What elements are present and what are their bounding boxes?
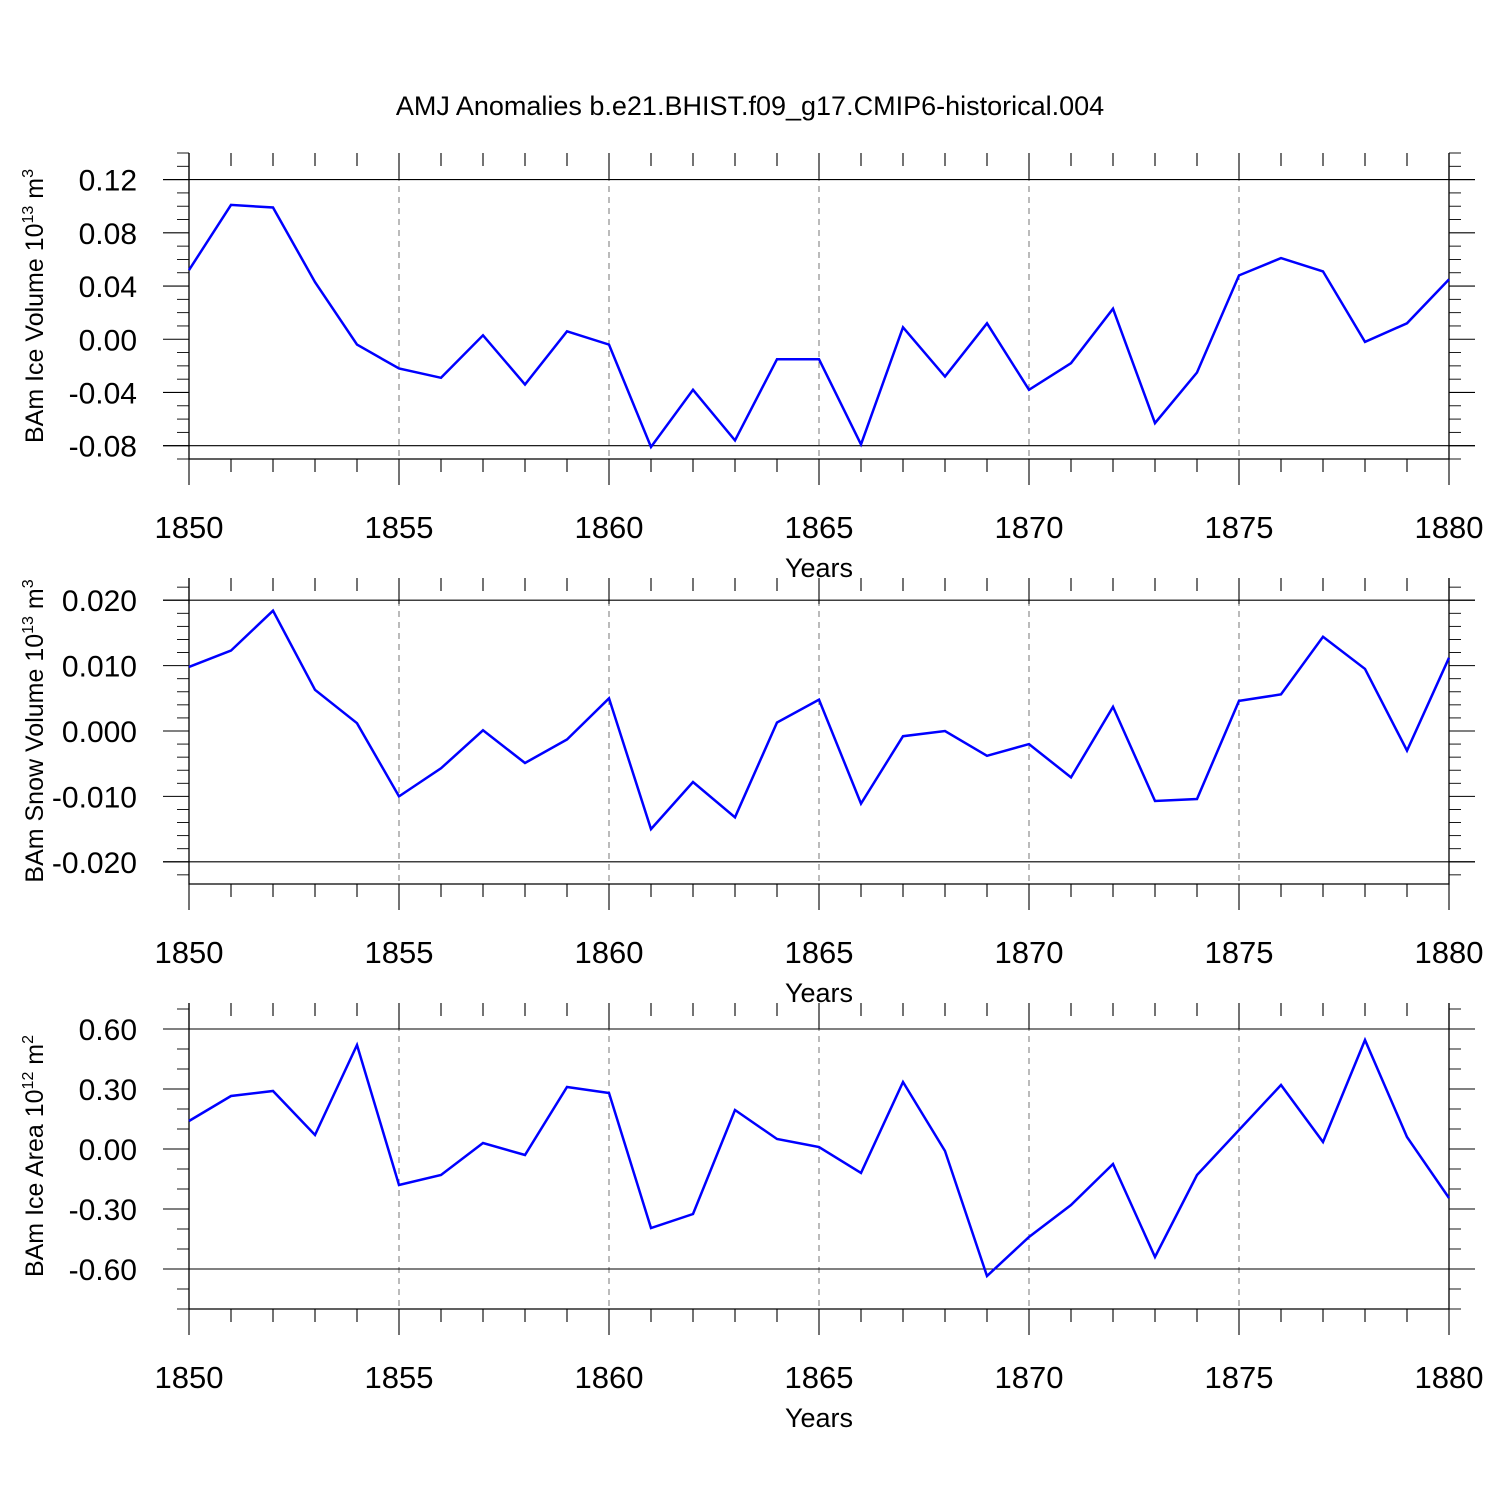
x-tick-label: 1880 xyxy=(1415,1360,1484,1395)
x-tick-label: 1850 xyxy=(155,510,224,545)
y-tick-label: 0.30 xyxy=(79,1074,137,1107)
x-tick-label: 1870 xyxy=(995,1360,1064,1395)
series-line xyxy=(187,203,1450,450)
series-line xyxy=(188,608,1451,832)
y-tick-label: 0.08 xyxy=(79,218,137,251)
x-tick-label: 1865 xyxy=(785,1360,854,1395)
x-tick-label: 1860 xyxy=(575,1360,644,1395)
x-tick-label: 1855 xyxy=(365,510,434,545)
y-tick-label: 0.12 xyxy=(79,165,137,198)
y-tick-label: -0.020 xyxy=(52,847,137,880)
y-tick-label: -0.04 xyxy=(69,377,137,410)
y-tick-label: -0.010 xyxy=(52,781,137,814)
y-tick-label: 0.020 xyxy=(62,585,137,618)
x-tick-label: 1870 xyxy=(995,935,1064,970)
y-tick-label: -0.60 xyxy=(69,1254,137,1287)
y-axis-label: BAm Ice Volume 1013 m3 xyxy=(20,169,49,443)
x-tick-label: 1860 xyxy=(575,935,644,970)
y-tick-label: -0.30 xyxy=(69,1194,137,1227)
y-tick-label: 0.000 xyxy=(62,716,137,749)
y-axis-label: BAm Snow Volume 1013 m3 xyxy=(20,579,49,882)
chart-panel-1: -0.08 -0.04 0.00 0.04 0.08 0.12 1850 1855 1860 18… xyxy=(20,152,1484,583)
y-tick-label: 0.010 xyxy=(62,651,137,684)
x-tick-label: 1855 xyxy=(365,935,434,970)
x-tick-label: 1860 xyxy=(575,510,644,545)
series-line xyxy=(188,1036,1451,1279)
x-tick-label: 1865 xyxy=(785,510,854,545)
x-tick-label: 1880 xyxy=(1415,935,1484,970)
y-tick-label: 0.60 xyxy=(79,1014,137,1047)
x-tick-label: 1880 xyxy=(1415,510,1484,545)
x-tick-label: 1875 xyxy=(1205,510,1274,545)
x-tick-label: 1855 xyxy=(365,1360,434,1395)
chart-panel-3: -0.60 -0.30 0.00 0.30 0.60 1850 1855 1860 1865 18… xyxy=(20,1003,1483,1433)
x-tick-label: 1850 xyxy=(155,1360,224,1395)
x-tick-label: 1850 xyxy=(155,935,224,970)
x-tick-label: 1875 xyxy=(1205,935,1274,970)
y-tick-label: 0.04 xyxy=(79,271,137,304)
chart-title: AMJ Anomalies b.e21.BHIST.f09_g17.CMIP6-… xyxy=(396,91,1104,121)
chart-panel-2: -0.020 -0.010 0.000 0.010 0.020 1850 1855 1860 1… xyxy=(20,578,1483,1008)
x-tick-label: 1875 xyxy=(1205,1360,1274,1395)
y-tick-label: 0.00 xyxy=(79,324,137,357)
x-axis-label: Years xyxy=(785,1403,853,1433)
y-tick-label: -0.08 xyxy=(69,431,137,464)
panels: -0.08 -0.04 0.00 0.04 0.08 0.12 1850 1855 1860 18… xyxy=(20,152,1484,1433)
x-tick-label: 1870 xyxy=(995,510,1064,545)
y-tick-label: 0.00 xyxy=(79,1134,137,1167)
x-tick-label: 1865 xyxy=(785,935,854,970)
y-axis-label: BAm Ice Area 1012 m2 xyxy=(20,1035,49,1277)
